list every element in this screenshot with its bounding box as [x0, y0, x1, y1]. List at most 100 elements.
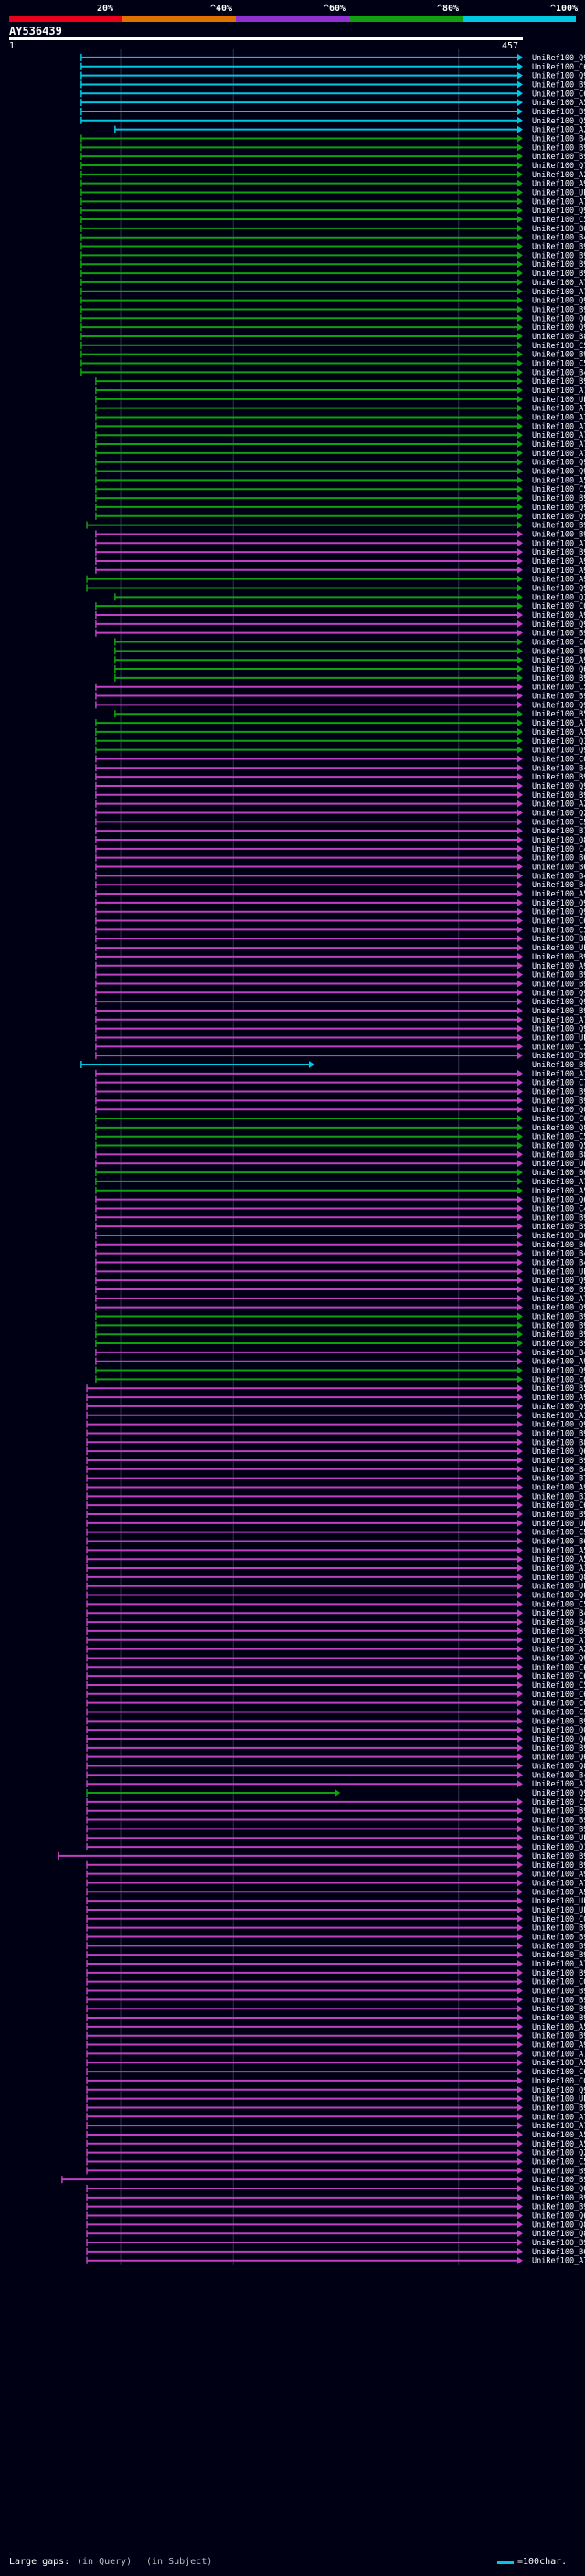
hit-label[interactable]: UniRef100_A7R448 [532, 2122, 585, 2131]
hit-label[interactable]: UniRef100_B9R882 [532, 2167, 585, 2176]
hit-label[interactable]: UniRef100_A5AMW4 [532, 2131, 585, 2140]
hit-label[interactable]: UniRef100_B9I150 [532, 1627, 585, 1637]
hit-label[interactable]: UniRef100_B9SYY7 [532, 522, 585, 531]
hit-label[interactable]: UniRef100_Q6I5R8 [532, 665, 585, 674]
hit-label[interactable]: UniRef100_A7NY65 [532, 719, 585, 728]
hit-label[interactable]: UniRef100_C6TEQ7 [532, 90, 585, 99]
hit-label[interactable]: UniRef100_Q2HTP6 [532, 2149, 585, 2158]
hit-label[interactable]: UniRef100_B9FNM5 [532, 1951, 585, 1960]
hit-label[interactable]: UniRef100_Q9S102 [532, 998, 585, 1007]
hit-label[interactable]: UniRef100_Q8RY10 [532, 836, 585, 845]
hit-label[interactable]: UniRef100_B9SYY7 [532, 647, 585, 656]
hit-label[interactable]: UniRef100_C5Y6Q5 [532, 1798, 585, 1807]
hit-label[interactable]: UniRef100_C6TMZ3 [532, 63, 585, 72]
hit-label[interactable]: UniRef100_B9F3R9 [532, 1223, 585, 1232]
hit-label[interactable]: UniRef100_A7PXB4 [532, 1070, 585, 1079]
hit-label[interactable]: UniRef100_B9HSL1 [532, 548, 585, 557]
hit-label[interactable]: UniRef100_B9RN06 [532, 1511, 585, 1520]
hit-label[interactable]: UniRef100_A9NS40 [532, 2041, 585, 2051]
hit-label[interactable]: UniRef100_Q0E4T6 [532, 1726, 585, 1735]
hit-label[interactable]: UniRef100_B9G9B0 [532, 1061, 585, 1070]
hit-label[interactable]: UniRef100_C6SQE4 [532, 2068, 585, 2077]
hit-label[interactable]: UniRef100_C0HHC3 [532, 1915, 585, 1924]
hit-label[interactable]: UniRef100_A7NY66 [532, 414, 585, 423]
hit-label[interactable]: UniRef100_B9SRK9 [532, 251, 585, 260]
hit-label[interactable]: UniRef100_A3WWN3 [532, 1412, 585, 1421]
hit-label[interactable]: UniRef100_B8B2E2 [532, 333, 585, 342]
hit-label[interactable]: UniRef100_Q9FJ40 [532, 989, 585, 998]
hit-label[interactable]: UniRef100_A7PGL0 [532, 279, 585, 288]
hit-label[interactable]: UniRef100_C5YAF1 [532, 1600, 585, 1609]
hit-label[interactable]: UniRef100_Q9FJ41 [532, 1421, 585, 1430]
hit-label[interactable]: UniRef100_B9RU91 [532, 1286, 585, 1295]
hit-label[interactable]: UniRef100_Q9FFN0 [532, 323, 585, 333]
hit-label[interactable]: UniRef100_B5B9D9 [532, 710, 585, 719]
hit-label[interactable]: UniRef100_B6TJZ2 [532, 1241, 585, 1250]
hit-label[interactable]: UniRef100_Q9LHT3 [532, 747, 585, 756]
hit-label[interactable]: UniRef100_B4FEV3 [532, 1609, 585, 1618]
hit-label[interactable]: UniRef100_B9RTL6 [532, 260, 585, 270]
hit-label[interactable]: UniRef100_Q9LEZ3 [532, 620, 585, 630]
hit-label[interactable]: UniRef100_B9SRK8 [532, 270, 585, 279]
hit-label[interactable]: UniRef100_C4JAH0 [532, 1204, 585, 1214]
hit-label[interactable]: UniRef100_A7NWL4 [532, 440, 585, 450]
hit-label[interactable]: UniRef100_Q94149 [532, 1277, 585, 1286]
hit-label[interactable]: UniRef100_B9GY02 [532, 2014, 585, 2023]
hit-label[interactable]: UniRef100_B9FRHY [532, 351, 585, 360]
hit-label[interactable]: UniRef100_B9F2H7 [532, 693, 585, 702]
hit-label[interactable]: UniRef100_C5TNU9 [532, 1043, 585, 1052]
hit-label[interactable]: UniRef100_Q94CH6 [532, 584, 585, 593]
hit-label[interactable]: UniRef100_Q9LU14 [532, 54, 585, 63]
hit-label[interactable]: UniRef100_B9HMY1 [532, 1097, 585, 1106]
hit-label[interactable]: UniRef100_C5XRS9 [532, 926, 585, 935]
hit-label[interactable]: UniRef100_Q9SLD0 [532, 782, 585, 791]
hit-label[interactable]: UniRef100_C5YHD5 [532, 342, 585, 351]
hit-label[interactable]: UniRef100_A9T9B5 [532, 1394, 585, 1403]
hit-label[interactable]: UniRef100_B9HTS6 [532, 1052, 585, 1061]
hit-label[interactable]: UniRef100_A7P7Q4 [532, 288, 585, 297]
hit-label[interactable]: UniRef100_UP1000... [532, 1520, 585, 1529]
hit-label[interactable]: UniRef100_B9RPK6 [532, 1007, 585, 1016]
hit-label[interactable]: UniRef100_B9RQB5 [532, 143, 585, 153]
hit-label[interactable]: UniRef100_C6TEX0 [532, 1663, 585, 1672]
hit-label[interactable]: UniRef100_B9R2C0 [532, 1933, 585, 1942]
hit-label[interactable]: UniRef100_A7NSR5 [532, 450, 585, 459]
hit-label[interactable]: UniRef100_A5C835 [532, 1555, 585, 1564]
hit-label[interactable]: UniRef100_B6T2M4 [532, 864, 585, 873]
hit-label[interactable]: UniRef100_A5BBC6 [532, 728, 585, 737]
hit-label[interactable]: UniRef100_A9RSY9 [532, 1358, 585, 1367]
hit-label[interactable]: UniRef100_B9RF19 [532, 1996, 585, 2005]
hit-label[interactable]: UniRef100_B4FWB1 [532, 1466, 585, 1475]
hit-label[interactable]: UniRef100_C7G084 [532, 1079, 585, 1088]
hit-label[interactable]: UniRef100_C5WFW7 [532, 1133, 585, 1142]
hit-label[interactable]: UniRef100_A5KD18 [532, 2059, 585, 2068]
hit-label[interactable]: UniRef100_Q94CH7-2 [532, 899, 585, 908]
hit-label[interactable]: UniRef100_Q9C7N5 [532, 2086, 585, 2095]
hit-label[interactable]: UniRef100_Q50221 [532, 1142, 585, 1151]
hit-label[interactable]: UniRef100_B9FJK6 [532, 674, 585, 684]
hit-label[interactable]: UniRef100_C6TL62 [532, 1700, 585, 1709]
hit-label[interactable]: UniRef100_B9T8L7 [532, 1852, 585, 1861]
hit-label[interactable]: UniRef100_Q8VT52 [532, 1124, 585, 1133]
hit-label[interactable]: UniRef100_Q9FT04 [532, 72, 585, 81]
hit-label[interactable]: UniRef100_B6TN59 [532, 1169, 585, 1178]
hit-label[interactable]: UniRef100_C6TNI6 [532, 1115, 585, 1124]
hit-label[interactable]: UniRef100_C6TD09 [532, 1672, 585, 1681]
hit-label[interactable]: UniRef100_Q3ECM4 [532, 737, 585, 747]
hit-label[interactable]: UniRef100_B7F4G1 [532, 1475, 585, 1484]
hit-label[interactable]: UniRef100_A2YSL3 [532, 800, 585, 810]
hit-label[interactable]: UniRef100_Q6S1E3 [532, 1447, 585, 1457]
hit-label[interactable]: UniRef100_A5BSZ9 [532, 2023, 585, 2032]
hit-label[interactable]: UniRef100_Q0WP19 [532, 314, 585, 323]
hit-label[interactable]: UniRef100_C6TC15 [532, 639, 585, 648]
hit-label[interactable]: UniRef100_Q94CH7 [532, 908, 585, 917]
hit-label[interactable]: UniRef100_B9GHH0 [532, 980, 585, 989]
hit-label[interactable]: UniRef100_B8BD92 [532, 1150, 585, 1160]
hit-label[interactable]: UniRef100_C5Z4E5 [532, 2157, 585, 2167]
hit-label[interactable]: UniRef100_C5Z491 [532, 359, 585, 368]
hit-label[interactable]: UniRef100_B5BRD9 [532, 1384, 585, 1394]
hit-label[interactable]: UniRef100_A9NLS1 [532, 180, 585, 189]
hit-label[interactable]: UniRef100_Q9FHW9 [532, 504, 585, 513]
hit-label[interactable]: UniRef100_C0PBS1 [532, 2077, 585, 2086]
hit-label[interactable]: UniRef100_Q1KUX3 [532, 1843, 585, 1852]
